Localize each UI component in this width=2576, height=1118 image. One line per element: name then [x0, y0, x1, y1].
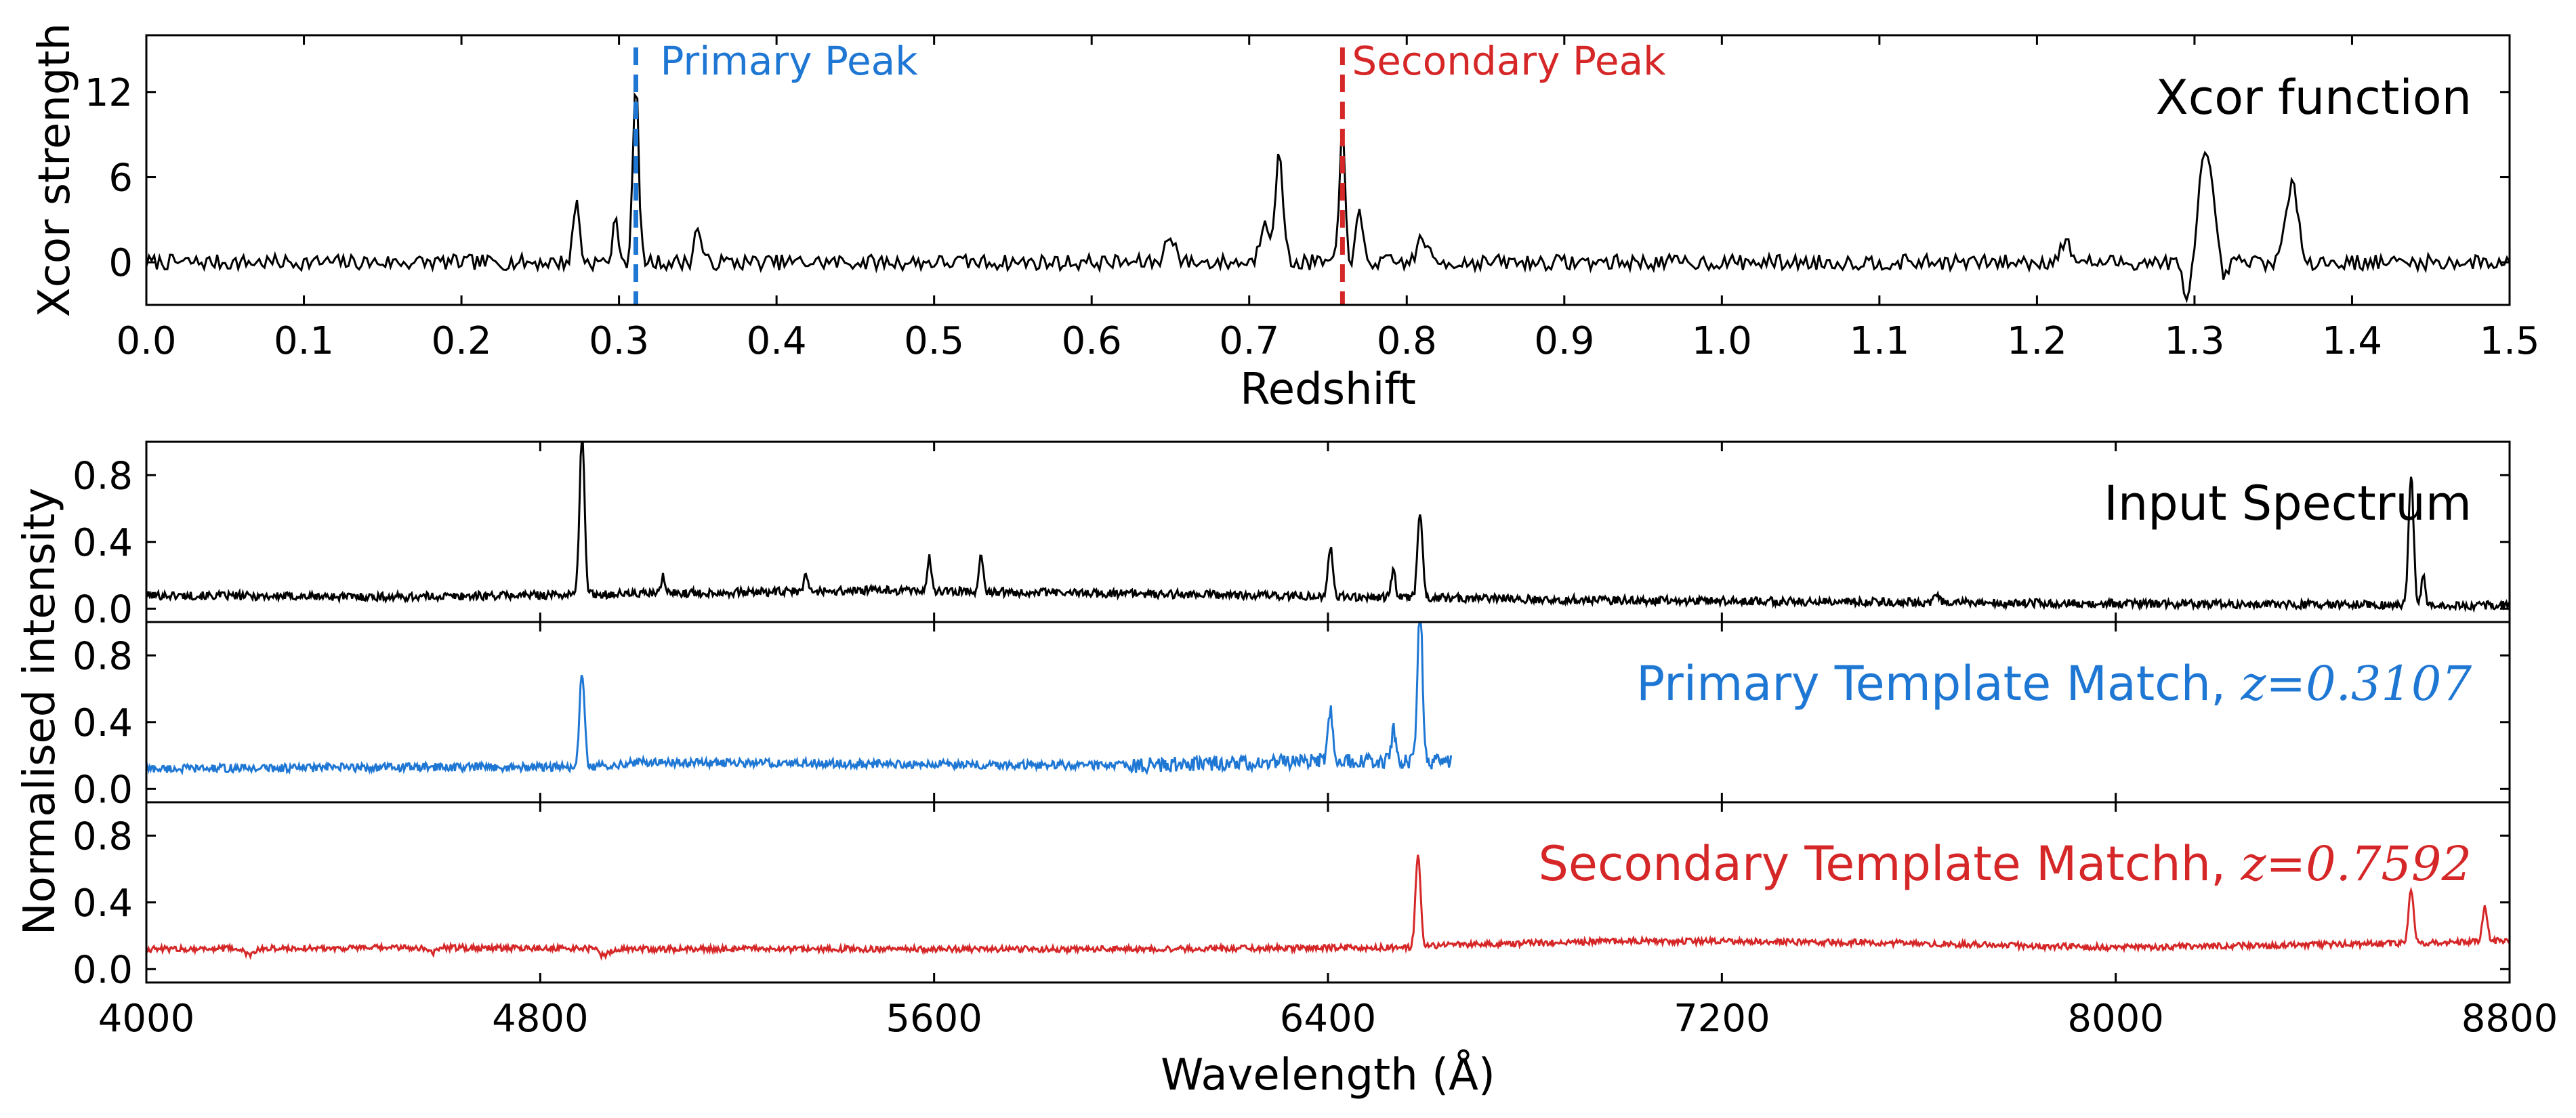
x-tick-label: 1.1 — [1849, 319, 1909, 363]
spectra-panels: 0.00.40.80.00.40.80.00.40.8 4000 4800 5600… — [15, 440, 2558, 1100]
x-tick-label: 0.7 — [1219, 319, 1279, 363]
y-tick-label: 0.0 — [72, 768, 133, 812]
spectra-y-axes: 0.00.40.80.00.40.80.00.40.8 — [72, 442, 2511, 992]
primary-template-line — [145, 621, 1453, 776]
xcor-plot-area — [145, 91, 2511, 304]
xcor-y-axis: 0 6 12 — [85, 71, 2510, 285]
secondary-template-frame — [145, 801, 2511, 984]
y-tick-label: 0.8 — [72, 634, 133, 678]
x-tick-label: 0.0 — [116, 319, 176, 363]
x-tick-label: 1.0 — [1692, 319, 1752, 363]
xcor-panel: Primary Peak Secondary Peak 0.0 0.1 0.2 0.3 0… — [30, 23, 2540, 415]
xcor-x-label: Redshift — [1240, 365, 1416, 415]
y-tick-label: 6 — [108, 156, 133, 200]
xcor-y-label: Xcor strength — [30, 23, 80, 317]
secondary-template-text: Secondary Template Matchh, — [1538, 836, 2241, 892]
x-tick-label: 0.1 — [274, 319, 334, 363]
y-tick-label: 0.4 — [72, 521, 133, 565]
wavelength-x-label: Wavelength (Å) — [1161, 1049, 1495, 1100]
x-tick-label: 4000 — [98, 997, 195, 1041]
secondary-redshift-value: z=0.7592 — [2241, 836, 2472, 892]
x-tick-label: 1.4 — [2322, 319, 2382, 363]
primary-redshift-value: z=0.3107 — [2241, 656, 2472, 711]
secondary-peak-label: Secondary Peak — [1352, 38, 1666, 84]
x-tick-label: 8800 — [2461, 997, 2558, 1041]
x-tick-label: 0.3 — [589, 319, 649, 363]
x-tick-label: 0.2 — [432, 319, 492, 363]
x-tick-label: 5600 — [886, 997, 982, 1041]
input-spectrum-label: Input Spectrum — [2104, 476, 2472, 531]
x-tick-label: 8000 — [2067, 997, 2164, 1041]
wavelength-x-axis: 4000 4800 5600 6400 7200 8000 8800 — [98, 997, 2558, 1041]
y-tick-label: 0.8 — [72, 814, 133, 858]
x-tick-label: 1.3 — [2164, 319, 2224, 363]
primary-template-frame — [145, 621, 2511, 804]
x-tick-label: 0.9 — [1534, 319, 1594, 363]
secondary-template-label: Secondary Template Matchh, z=0.7592 — [1538, 836, 2472, 892]
xcor-peak-markers: Primary Peak Secondary Peak — [633, 38, 1666, 305]
spectra-plot-area — [145, 440, 2511, 961]
x-tick-label: 1.2 — [2007, 319, 2067, 363]
x-tick-label: 6400 — [1280, 997, 1377, 1041]
xcor-series-line — [145, 91, 2511, 304]
primary-template-label: Primary Template Match, z=0.3107 — [1636, 656, 2472, 711]
y-tick-label: 0.4 — [72, 882, 133, 926]
x-tick-label: 4800 — [492, 997, 589, 1041]
y-tick-label: 0 — [108, 241, 133, 285]
input-spectrum-line — [145, 440, 2511, 613]
xcor-frame — [145, 34, 2511, 306]
y-tick-label: 12 — [85, 71, 133, 115]
y-tick-label: 0.8 — [72, 454, 133, 498]
primary-template-text: Primary Template Match, — [1636, 656, 2241, 711]
xcor-x-axis: 0.0 0.1 0.2 0.3 0.4 0.5 0.6 0.7 0.8 0.9 1.0 1.1 1.2 1… — [116, 35, 2540, 363]
y-tick-label: 0.0 — [72, 948, 133, 992]
xcor-panel-label: Xcor function — [2156, 70, 2472, 125]
x-tick-label: 0.8 — [1377, 319, 1437, 363]
y-tick-label: 0.0 — [72, 587, 133, 632]
x-tick-label: 0.5 — [904, 319, 964, 363]
x-tick-label: 7200 — [1674, 997, 1770, 1041]
x-tick-label: 0.4 — [747, 319, 807, 363]
x-tick-label: 0.6 — [1062, 319, 1122, 363]
intensity-y-label: Normalised intensity — [15, 488, 65, 936]
x-tick-label: 1.5 — [2479, 319, 2539, 363]
secondary-template-line — [146, 854, 2511, 961]
primary-peak-label: Primary Peak — [660, 38, 918, 84]
y-tick-label: 0.4 — [72, 701, 133, 745]
